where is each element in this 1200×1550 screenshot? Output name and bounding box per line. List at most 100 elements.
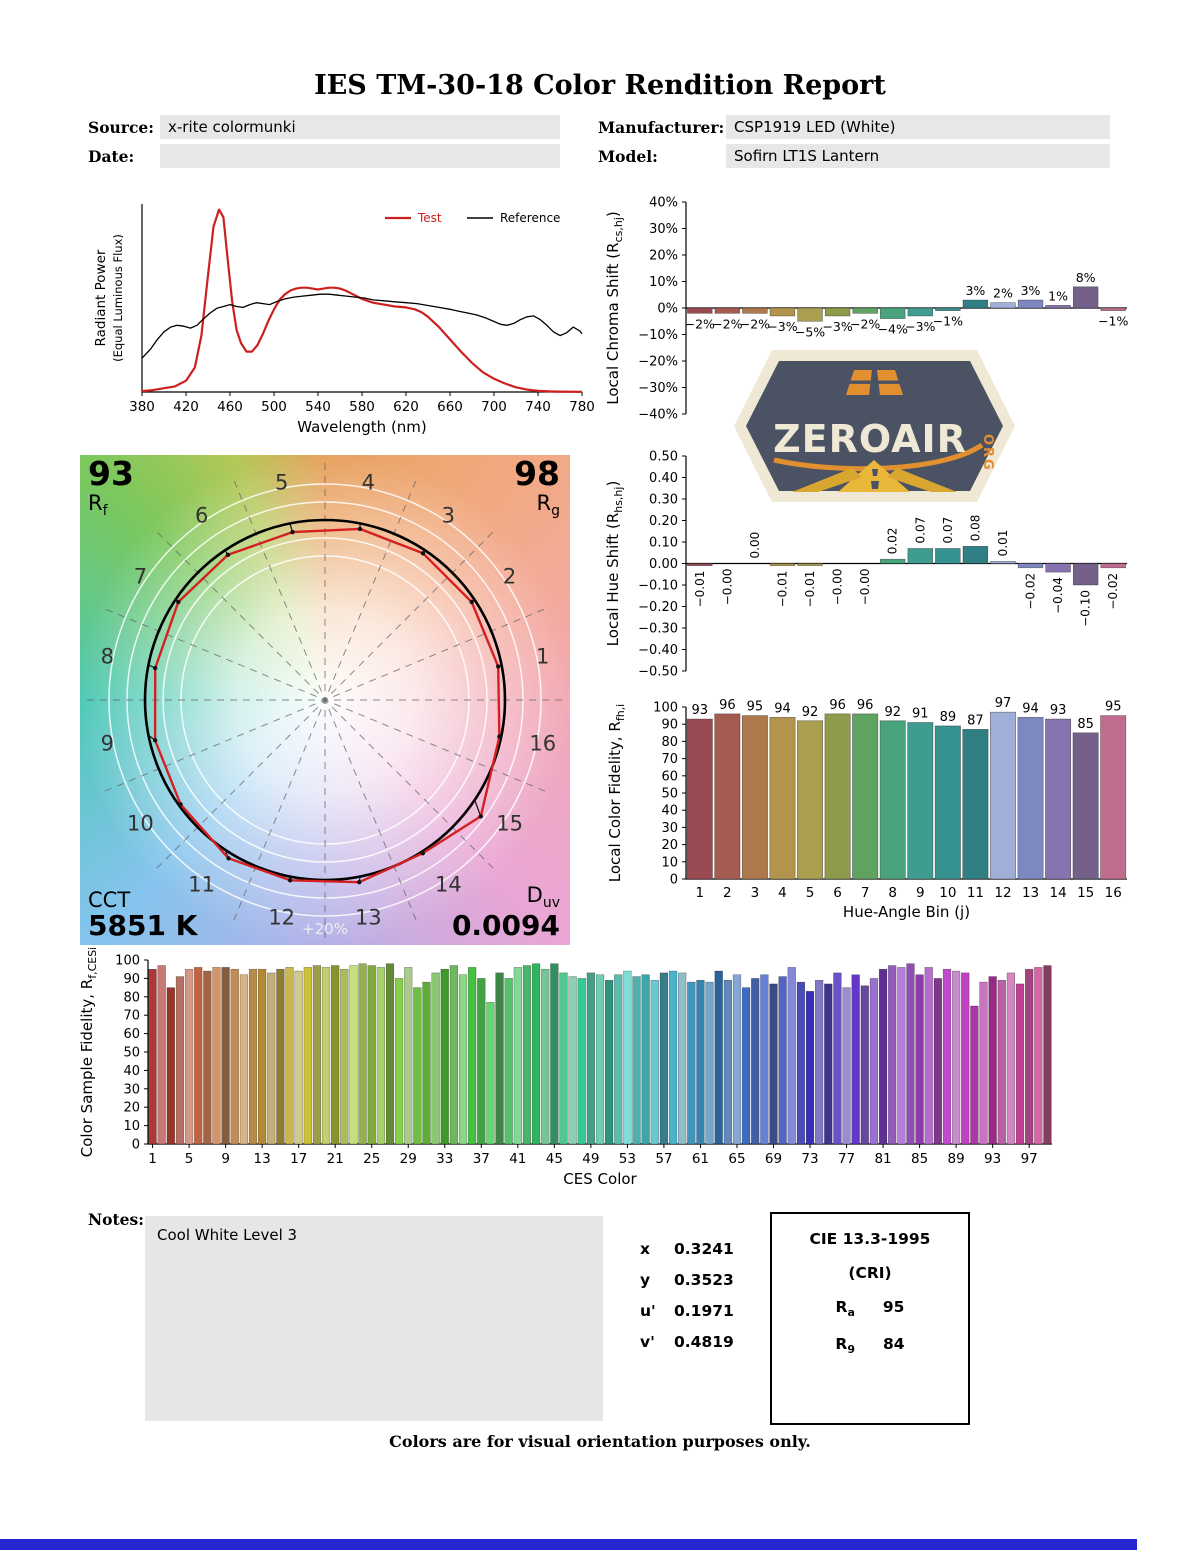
svg-text:420: 420 <box>173 399 199 415</box>
svg-text:10: 10 <box>123 1119 140 1134</box>
ra-row: Ra 95 <box>835 1298 905 1320</box>
svg-text:77: 77 <box>838 1151 855 1167</box>
svg-text:21: 21 <box>327 1151 344 1167</box>
rf-score: 93 Rf <box>88 454 134 519</box>
svg-text:89: 89 <box>948 1151 965 1167</box>
svg-text:12: 12 <box>994 885 1011 901</box>
bottom-blue-bar <box>0 1539 1137 1550</box>
svg-text:29: 29 <box>400 1151 417 1167</box>
svg-text:CES Color: CES Color <box>563 1170 637 1188</box>
svg-text:60: 60 <box>123 1027 140 1042</box>
manufacturer-label: Manufacturer: <box>598 118 725 137</box>
svg-text:13: 13 <box>254 1151 271 1167</box>
svg-text:85: 85 <box>911 1151 928 1167</box>
svg-text:41: 41 <box>509 1151 526 1167</box>
svg-text:620: 620 <box>393 399 419 415</box>
cie-title: CIE 13.3-1995 <box>809 1230 931 1248</box>
svg-text:94: 94 <box>774 701 791 716</box>
svg-text:7: 7 <box>134 565 147 589</box>
svg-text:0.02: 0.02 <box>886 527 900 554</box>
svg-text:20%: 20% <box>649 249 678 264</box>
svg-text:37: 37 <box>473 1151 490 1167</box>
svg-text:95: 95 <box>1105 700 1122 715</box>
svg-text:−1%: −1% <box>933 314 963 329</box>
svg-text:−30%: −30% <box>638 381 678 396</box>
cie-cri-box: CIE 13.3-1995 (CRI) Ra 95 R9 84 <box>770 1212 970 1425</box>
svg-text:33: 33 <box>436 1151 453 1167</box>
svg-text:95: 95 <box>747 700 764 715</box>
svg-text:−0.10: −0.10 <box>638 579 678 594</box>
svg-text:3: 3 <box>751 885 760 901</box>
svg-text:0.07: 0.07 <box>913 517 927 544</box>
svg-text:40: 40 <box>123 1064 140 1079</box>
source-value-field: x-rite colormunki <box>160 115 560 139</box>
svg-text:−0.10: −0.10 <box>1079 590 1093 627</box>
logo-badge-fill <box>746 361 1003 491</box>
svg-text:61: 61 <box>692 1151 709 1167</box>
svg-text:−0.20: −0.20 <box>638 600 678 615</box>
svg-text:93: 93 <box>1050 703 1067 718</box>
svg-text:−3%: −3% <box>822 319 852 334</box>
svg-text:−0.04: −0.04 <box>1051 577 1065 614</box>
svg-text:10%: 10% <box>649 275 678 290</box>
svg-text:17: 17 <box>290 1151 307 1167</box>
svg-text:20: 20 <box>661 838 678 853</box>
svg-text:40%: 40% <box>649 196 678 211</box>
svg-text:Test: Test <box>417 211 442 225</box>
svg-text:−3%: −3% <box>905 319 935 334</box>
svg-text:90: 90 <box>123 972 140 987</box>
cri-subtitle: (CRI) <box>848 1264 892 1282</box>
svg-text:4: 4 <box>362 470 375 494</box>
outer-ring-label: +20% <box>302 920 348 938</box>
svg-text:45: 45 <box>546 1151 563 1167</box>
svg-text:81: 81 <box>874 1151 891 1167</box>
svg-text:−0.00: −0.00 <box>720 569 734 606</box>
svg-text:−40%: −40% <box>638 408 678 423</box>
svg-text:2: 2 <box>503 565 516 589</box>
svg-text:1: 1 <box>695 885 704 901</box>
svg-text:85: 85 <box>1077 717 1094 732</box>
svg-text:Local Hue Shift (Rhs,hj): Local Hue Shift (Rhs,hj) <box>604 481 625 647</box>
svg-text:30: 30 <box>661 821 678 836</box>
svg-text:97: 97 <box>1021 1151 1038 1167</box>
local-hue-shift-chart: 0.50 0.40 0.30 0.20 0.10 0.00 −0.10 −0.20 −0.30−… <box>598 446 1143 688</box>
svg-text:500: 500 <box>261 399 287 415</box>
svg-text:96: 96 <box>719 698 736 713</box>
svg-text:92: 92 <box>884 705 901 720</box>
svg-text:780: 780 <box>569 399 595 415</box>
svg-text:540: 540 <box>305 399 331 415</box>
svg-text:30%: 30% <box>649 222 678 237</box>
svg-text:−2%: −2% <box>850 316 880 331</box>
svg-text:25: 25 <box>363 1151 380 1167</box>
logo-wordmark: ZEROAIR <box>773 417 967 461</box>
chromaticity-x-row: x 0.3241 <box>640 1240 734 1258</box>
svg-text:−2%: −2% <box>740 316 770 331</box>
svg-text:−0.50: −0.50 <box>638 665 678 680</box>
svg-text:10: 10 <box>127 811 154 835</box>
chromaticity-vprime-row: v' 0.4819 <box>640 1333 734 1351</box>
svg-text:Radiant Power: Radiant Power <box>93 249 109 346</box>
svg-text:2: 2 <box>723 885 732 901</box>
svg-text:94: 94 <box>1022 701 1039 716</box>
svg-text:−0.01: −0.01 <box>775 571 789 608</box>
svg-text:100: 100 <box>115 954 140 969</box>
svg-text:460: 460 <box>217 399 243 415</box>
svg-text:Color Sample Fidelity, Rf,CESi: Color Sample Fidelity, Rf,CESi <box>78 948 99 1157</box>
svg-text:30: 30 <box>123 1082 140 1097</box>
svg-text:12: 12 <box>268 906 295 930</box>
svg-text:−10%: −10% <box>638 328 678 343</box>
svg-text:−0.01: −0.01 <box>693 571 707 608</box>
svg-text:8: 8 <box>888 885 897 901</box>
svg-text:53: 53 <box>619 1151 636 1167</box>
chromaticity-y-row: y 0.3523 <box>640 1271 734 1289</box>
svg-text:Local Color Fidelity, Rfh,i: Local Color Fidelity, Rfh,i <box>606 704 627 883</box>
svg-text:1: 1 <box>148 1151 157 1167</box>
svg-text:73: 73 <box>801 1151 818 1167</box>
svg-text:−2%: −2% <box>685 316 715 331</box>
svg-text:50: 50 <box>123 1046 140 1061</box>
color-sample-fidelity-chart: 100 90 80 70 60 50 40 30 20 10 0 1 5 9 13 17 21 25 29 33 37 4… <box>70 948 1075 1190</box>
svg-text:5: 5 <box>275 470 288 494</box>
svg-text:10: 10 <box>939 885 956 901</box>
svg-text:16: 16 <box>529 731 556 755</box>
